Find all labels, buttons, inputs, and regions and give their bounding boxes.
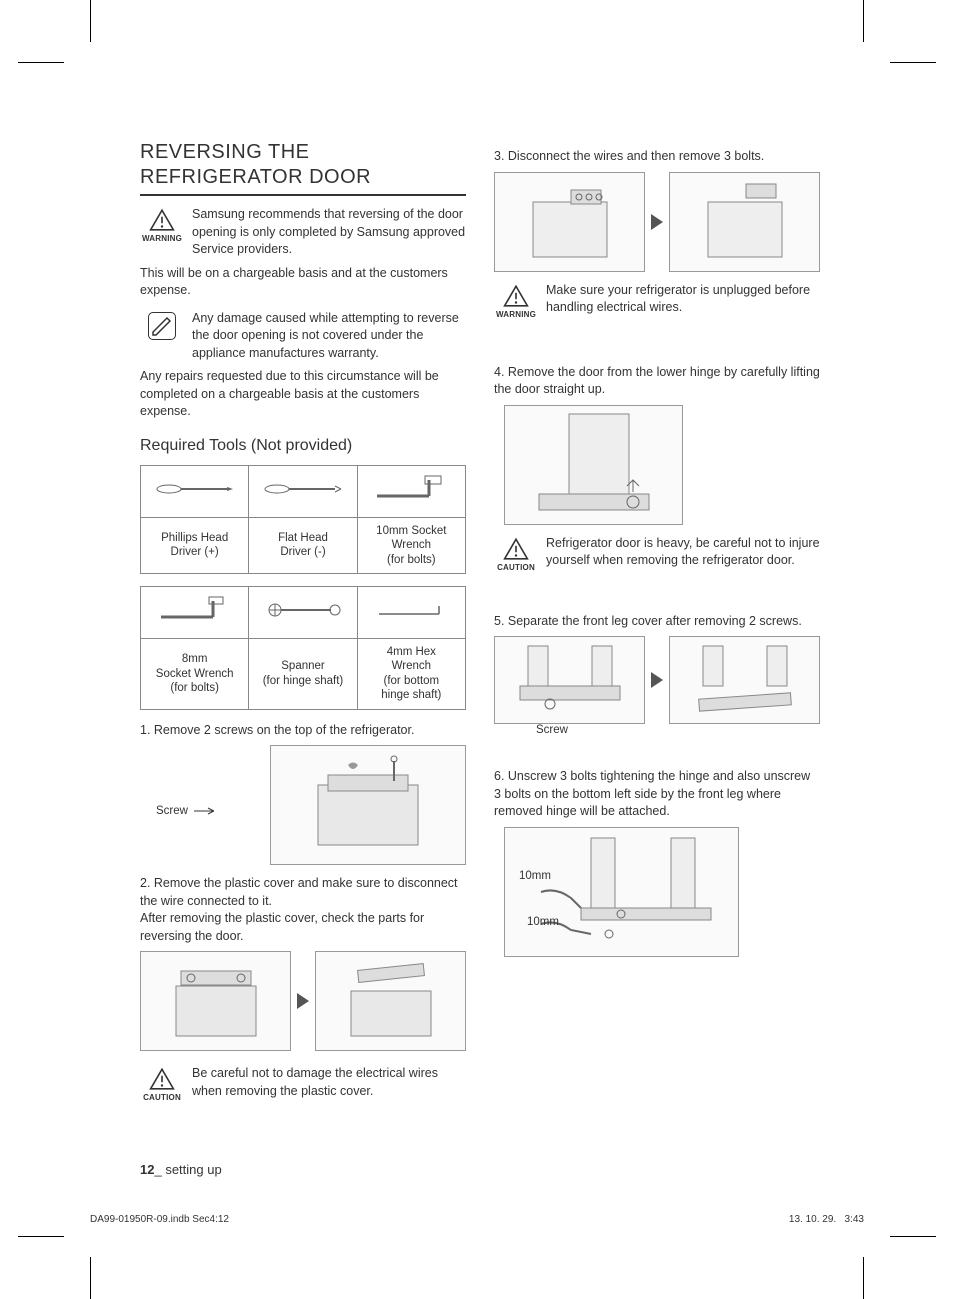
figure-step1: Screw [140,745,466,865]
arrow-icon [651,214,663,230]
figure-label: Screw [156,803,188,819]
warning-block: WARNING Samsung recommends that reversin… [140,206,466,259]
warning-continuation: This will be on a chargeable basis and a… [140,265,466,300]
figure-label: 10mm [519,868,551,884]
figure-step4 [494,405,820,525]
step-2: 2. Remove the plastic cover and make sur… [140,875,466,945]
crop-mark [90,1257,91,1299]
step-5: 5. Separate the front leg cover after re… [494,613,820,631]
warning-icon: WARNING [140,206,184,244]
tools-table-1: Phillips Head Driver (+) Flat Head Drive… [140,465,466,574]
tool-label: 4mm Hex Wrench (for bottom hinge shaft) [357,639,465,710]
figure-label: Screw [536,722,568,738]
section-heading: REVERSING THE REFRIGERATOR DOOR [140,140,466,196]
diagram-placeholder [140,951,291,1051]
crop-mark [18,1236,64,1237]
tool-label: 8mm Socket Wrench (for bolts) [141,639,249,710]
arrow-icon [651,672,663,688]
tools-heading: Required Tools (Not provided) [140,435,466,457]
tool-image [357,465,465,517]
diagram-placeholder [270,745,466,865]
left-column: REVERSING THE REFRIGERATOR DOOR WARNING … [140,140,466,1109]
page-section: setting up [165,1162,221,1177]
tool-label: Flat Head Driver (-) [249,517,357,573]
diagram-placeholder [315,951,466,1051]
page-number: 12 [140,1162,154,1177]
crop-mark [890,62,936,63]
caution-label: CAUTION [497,562,535,573]
caution-label: CAUTION [143,1092,181,1103]
note-continuation: Any repairs requested due to this circum… [140,368,466,421]
step-1: 1. Remove 2 screws on the top of the ref… [140,722,466,740]
crop-mark [90,0,91,42]
note-text: Any damage caused while attempting to re… [192,310,466,363]
diagram-placeholder [504,405,683,525]
tool-label: Phillips Head Driver (+) [141,517,249,573]
crop-mark [863,0,864,42]
page-sep: _ [154,1162,161,1177]
tool-image [249,465,357,517]
tool-label: 10mm Socket Wrench (for bolts) [357,517,465,573]
warning-block: WARNING Make sure your refrigerator is u… [494,282,820,320]
step-4: 4. Remove the door from the lower hinge … [494,364,820,399]
print-file: DA99-01950R-09.indb Sec4:12 [90,1213,229,1227]
print-time: 3:43 [845,1214,864,1225]
page-footer: 12_ setting up [140,1161,222,1179]
note-block: Any damage caused while attempting to re… [140,310,466,363]
print-date: 13. 10. 29. [789,1214,836,1225]
diagram-placeholder [494,172,645,272]
crop-mark [890,1236,936,1237]
warning-label: WARNING [142,233,182,244]
figure-step3 [494,172,820,272]
step-6: 6. Unscrew 3 bolts tightening the hinge … [494,768,820,821]
diagram-placeholder [669,172,820,272]
crop-mark [863,1257,864,1299]
warning-text: Make sure your refrigerator is unplugged… [546,282,820,317]
warning-label: WARNING [496,309,536,320]
caution-block: CAUTION Be careful not to damage the ele… [140,1065,466,1103]
tool-image [249,587,357,639]
right-column: 3. Disconnect the wires and then remove … [494,140,820,1109]
page-content: REVERSING THE REFRIGERATOR DOOR WARNING … [140,140,820,1109]
caution-block: CAUTION Refrigerator door is heavy, be c… [494,535,820,573]
diagram-placeholder [669,636,820,724]
tool-label: Spanner (for hinge shaft) [249,639,357,710]
arrow-icon [297,993,309,1009]
caution-text: Be careful not to damage the electrical … [192,1065,466,1100]
caution-icon: CAUTION [140,1065,184,1103]
tool-image [141,465,249,517]
caution-icon: CAUTION [494,535,538,573]
figure-label: 10mm [527,914,559,930]
tool-image [141,587,249,639]
crop-mark [18,62,64,63]
pencil-icon [140,310,184,340]
tools-table-2: 8mm Socket Wrench (for bolts) Spanner (f… [140,586,466,710]
figure-step5: Screw [494,636,820,724]
caution-text: Refrigerator door is heavy, be careful n… [546,535,820,570]
tool-image [357,587,465,639]
figure-step2 [140,951,466,1051]
warning-text: Samsung recommends that reversing of the… [192,206,466,259]
figure-step6: 10mm 10mm [494,827,820,957]
warning-icon: WARNING [494,282,538,320]
step-3: 3. Disconnect the wires and then remove … [494,148,820,166]
diagram-placeholder: 10mm 10mm [504,827,739,957]
print-footer: DA99-01950R-09.indb Sec4:12 13. 10. 29. … [90,1213,864,1227]
diagram-placeholder [494,636,645,724]
